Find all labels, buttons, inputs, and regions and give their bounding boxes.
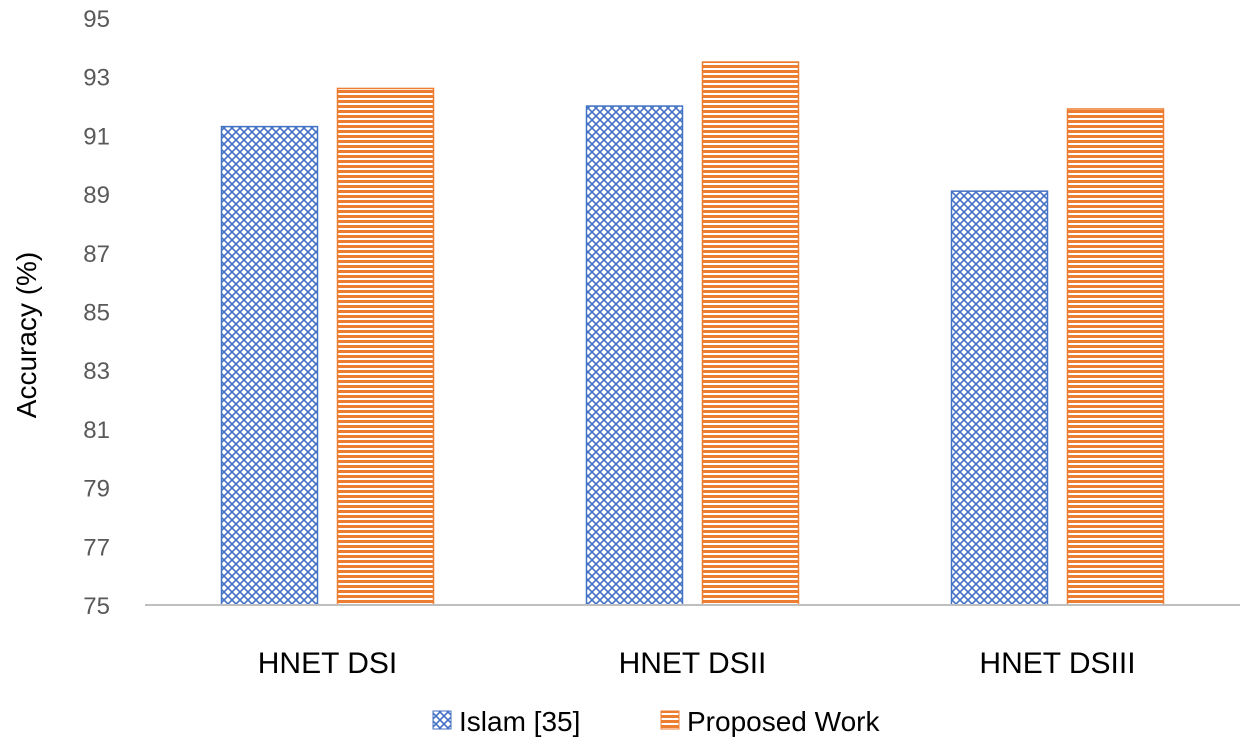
x-category-label: HNET DSI <box>258 647 397 680</box>
y-tick-label: 75 <box>83 593 110 620</box>
y-axis-ticks: 75 77 79 81 83 85 87 89 91 93 95 <box>83 6 110 620</box>
x-category-label: HNET DSII <box>619 647 767 680</box>
y-tick-label: 87 <box>83 241 110 268</box>
bar-proposed-work-hnet-dsi <box>336 87 435 606</box>
legend-swatch-proposed-work <box>660 710 680 730</box>
bar-proposed-work-hnet-dsii <box>701 61 800 606</box>
legend-swatch-islam <box>432 710 452 730</box>
x-category-label: HNET DSIII <box>979 647 1135 680</box>
y-tick-label: 91 <box>83 123 110 150</box>
legend-label-proposed-work: Proposed Work <box>687 706 880 737</box>
y-tick-label: 83 <box>83 358 110 385</box>
legend: Islam [35] Proposed Work <box>432 706 880 737</box>
bar-islam-hnet-dsiii <box>950 190 1049 606</box>
y-tick-label: 85 <box>83 300 110 327</box>
y-tick-label: 81 <box>83 417 110 444</box>
legend-label-islam: Islam [35] <box>459 706 580 737</box>
y-tick-label: 79 <box>83 476 110 503</box>
y-axis-title: Accuracy (%) <box>11 252 42 418</box>
bar-proposed-work-hnet-dsiii <box>1066 108 1165 606</box>
bars <box>220 61 1165 606</box>
y-tick-label: 89 <box>83 182 110 209</box>
x-axis-category-labels: HNET DSI HNET DSII HNET DSIII <box>258 647 1136 680</box>
bar-islam-hnet-dsii <box>585 105 684 606</box>
y-tick-label: 77 <box>83 534 110 561</box>
y-tick-label: 93 <box>83 65 110 92</box>
y-tick-label: 95 <box>83 6 110 33</box>
bar-islam-hnet-dsi <box>220 125 319 606</box>
